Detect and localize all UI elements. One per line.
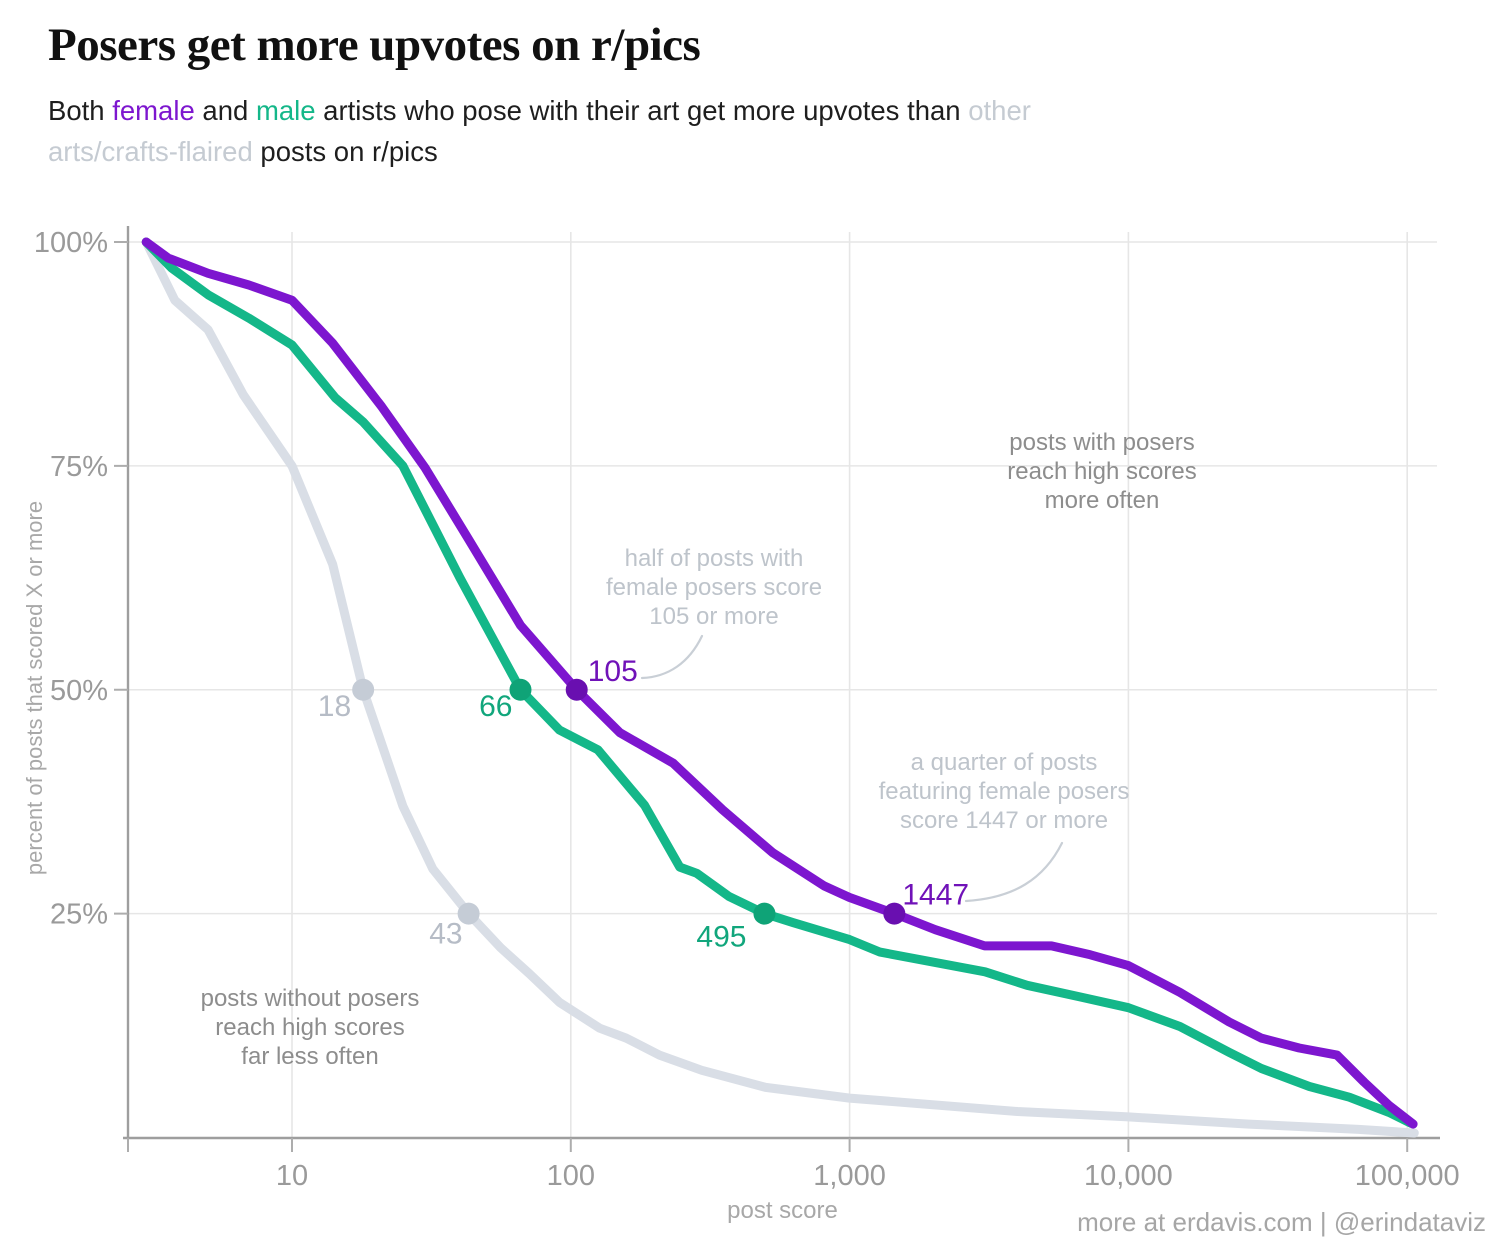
marker-label-male-66: 66 [479,690,512,723]
x-tick-label-100: 100 [547,1160,595,1192]
page-subtitle: Both female and male artists who pose wi… [48,90,1328,172]
annotation-layer: posts with posers reach high scores more o… [201,429,1197,1070]
y-tick-label-75%: 75% [50,451,108,483]
marker-label-female-1447: 1447 [902,879,969,912]
line-male [141,237,1416,1128]
subtitle-segment-default: Both [48,95,113,126]
annotation-without-posers: posts without posers reach high scores far… [201,985,420,1070]
marker-dot-female-105 [565,678,588,701]
marker-dot-other-43 [457,902,480,925]
subtitle-segment-male: male [255,95,316,126]
line-other [141,237,1419,1138]
annotation-quarter-female-posers: a quarter of posts featuring female poser… [879,749,1130,834]
subtitle-segment-female: female [112,95,195,126]
marker-label-other-43: 43 [429,918,462,951]
credit-line: more at erdavis.com | @erindataviz [1077,1207,1486,1237]
annotation-arrow-105 [640,634,704,680]
annotation-arrow-1447 [964,841,1064,903]
marker-dot-male-66 [509,678,532,701]
subtitle-segment-default: posts on r/pics [252,136,438,167]
y-axis-title: percent of posts that scored X or more [22,501,47,875]
subtitle-segment-other: other [968,95,1031,126]
y-tick-label-100%: 100% [34,227,108,259]
series-layer: 18 43 66 495 105 1447 [141,237,1419,1138]
subtitle-segment-default: and [194,95,256,126]
subtitle-segment-default: artists who pose with their art get more… [315,95,969,126]
x-tick-label-100,000: 100,000 [1355,1160,1460,1192]
x-tick-label-1,000: 1,000 [813,1160,886,1192]
marker-label-male-495: 495 [696,921,746,954]
line-female [141,237,1418,1129]
marker-label-other-18: 18 [318,690,351,723]
marker-dot-other-18 [352,678,375,701]
y-tick-label-25%: 25% [50,899,108,931]
subtitle-segment-other: arts/crafts-flaired [48,136,253,167]
marker-label-female-105: 105 [588,655,638,688]
y-tick-label-50%: 50% [50,675,108,707]
x-tick-label-10,000: 10,000 [1084,1160,1173,1192]
x-tick-label-10: 10 [276,1160,308,1192]
marker-dot-male-495 [753,902,776,925]
x-axis-title: post score [727,1197,838,1224]
marker-dot-female-1447 [883,902,906,925]
annotation-posers-high-scores: posts with posers reach high scores more o… [1007,429,1196,514]
page-title: Posers get more upvotes on r/pics [48,19,701,71]
grid-layer [129,232,1437,1137]
axis-layer: 10 100 1,000 10,000 100,000 25% 50% 75% 100% post… [22,226,1460,1224]
annotation-half-female-posers: half of posts with female posers score 105… [606,545,822,630]
